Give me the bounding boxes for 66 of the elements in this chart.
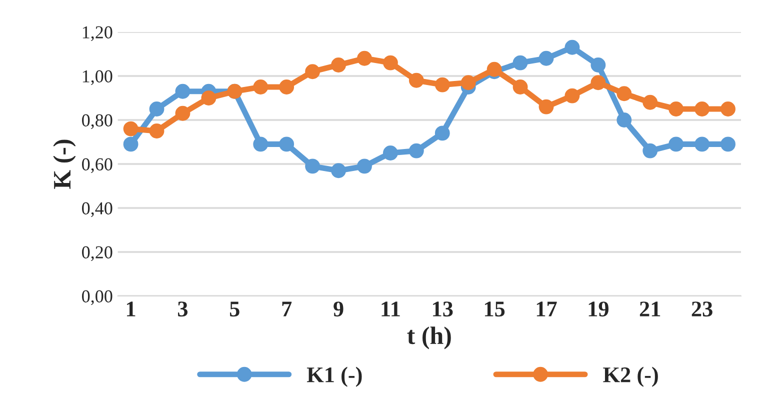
- point: [668, 136, 684, 152]
- point: [408, 72, 424, 88]
- point: [123, 136, 138, 152]
- y-tick-label: 0,00: [82, 290, 112, 306]
- y-tick-label: 0,60: [82, 158, 112, 174]
- y-tick-label: 0,40: [82, 202, 112, 218]
- point: [175, 106, 190, 121]
- y-tick-label: 0,20: [82, 246, 112, 262]
- point: [279, 136, 294, 152]
- point: [279, 80, 294, 94]
- point: [331, 163, 346, 178]
- point: [616, 112, 632, 128]
- point: [201, 90, 216, 106]
- point: [382, 55, 398, 70]
- x-tick-label: 15: [484, 302, 505, 316]
- x-tick-label: 1: [127, 302, 136, 316]
- point: [149, 102, 164, 116]
- point: [149, 124, 164, 138]
- y-tick-label: 1,20: [82, 26, 112, 42]
- x-tick-label: 11: [382, 302, 400, 316]
- point: [486, 62, 502, 77]
- point: [642, 143, 658, 158]
- y-axis-title: K (-): [53, 140, 76, 189]
- point: [512, 55, 528, 70]
- point: [331, 58, 346, 72]
- point: [357, 50, 372, 66]
- x-tick-label: 21: [640, 302, 660, 316]
- point: [434, 77, 450, 92]
- x-tick-label: 7: [282, 302, 292, 316]
- point: [564, 40, 580, 55]
- legend-label: K2 (-): [603, 366, 658, 387]
- point: [564, 88, 580, 104]
- x-tick-label: 23: [692, 302, 712, 316]
- point: [720, 102, 736, 116]
- point: [382, 146, 398, 160]
- point: [460, 75, 476, 90]
- point: [305, 64, 320, 80]
- point: [305, 158, 320, 174]
- x-tick-label: 9: [334, 302, 344, 316]
- point: [434, 126, 450, 141]
- point: [538, 99, 554, 114]
- x-tick-label: 3: [178, 302, 188, 316]
- x-tick-label: 13: [433, 302, 453, 316]
- point: [668, 102, 684, 116]
- legend-label: K1 (-): [306, 366, 362, 387]
- point: [175, 84, 190, 99]
- point: [694, 136, 710, 152]
- y-tick-label: 0,80: [82, 114, 112, 130]
- point: [408, 143, 424, 158]
- point: [538, 50, 554, 66]
- x-tick-label: 5: [230, 302, 240, 316]
- x-tick-label: 19: [588, 302, 608, 316]
- point: [642, 94, 658, 110]
- x-axis-title: t (h): [407, 326, 451, 350]
- point: [694, 102, 710, 116]
- point: [590, 58, 606, 72]
- y-tick-label: 1,00: [82, 70, 112, 86]
- point: [253, 136, 268, 152]
- point: [616, 86, 632, 102]
- point: [357, 158, 372, 174]
- x-tick-label: 17: [536, 302, 557, 316]
- point: [123, 121, 138, 136]
- point: [253, 80, 268, 94]
- point: [590, 75, 606, 90]
- point: [512, 80, 528, 94]
- point: [720, 136, 736, 152]
